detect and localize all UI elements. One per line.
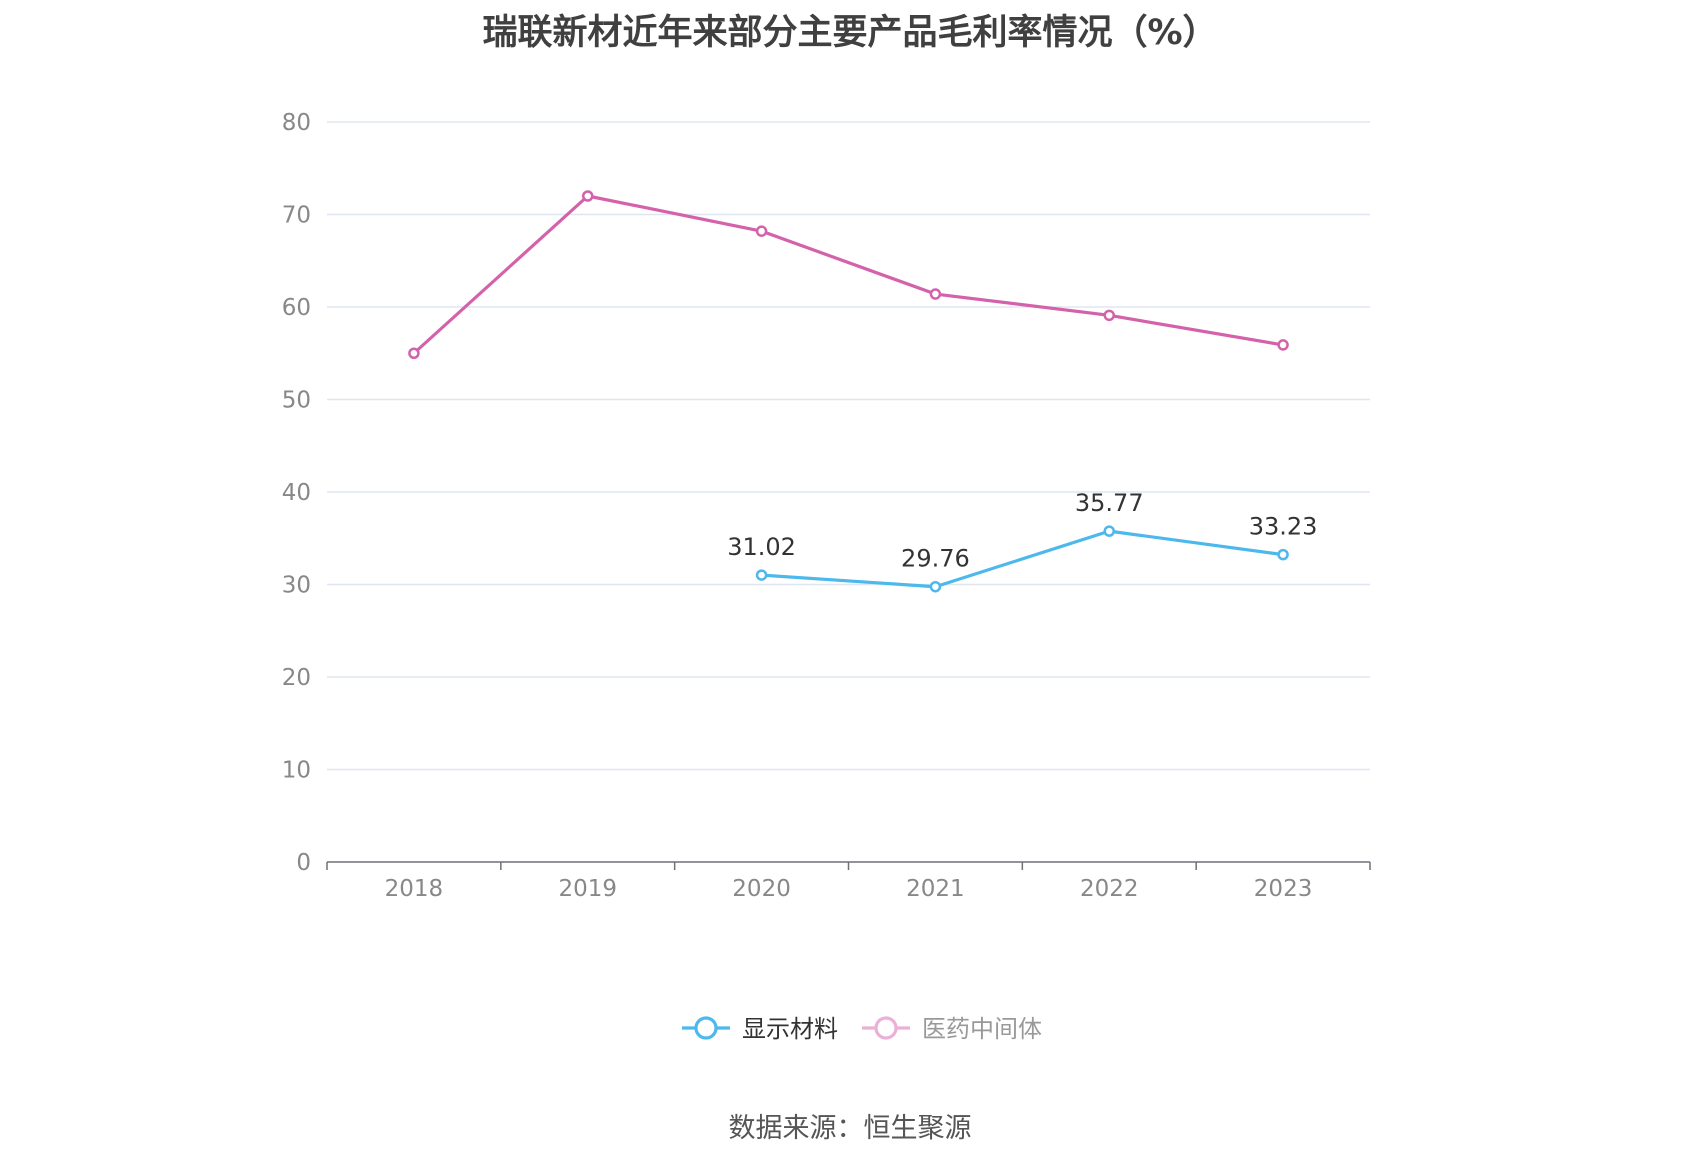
data-point — [1103, 525, 1115, 537]
grid-lines — [327, 121, 1370, 771]
data-point — [755, 225, 768, 237]
data-label: 35.77 — [1075, 489, 1144, 517]
y-tick-label: 80 — [282, 110, 311, 136]
legend-marker — [874, 1016, 898, 1040]
data-point — [755, 569, 768, 581]
y-axis: 0 10 20 30 40 50 60 70 80 — [282, 110, 311, 876]
y-tick-label: 50 — [282, 388, 311, 414]
data-label: 31.02 — [727, 533, 796, 561]
series-line — [761, 529, 1284, 589]
x-tick-label: 2023 — [1254, 876, 1313, 902]
x-tick-label: 2022 — [1080, 876, 1139, 902]
series-2 — [408, 190, 1289, 359]
y-tick-label: 70 — [282, 203, 311, 229]
data-label: 33.23 — [1249, 513, 1318, 541]
series-group: 31.02 29.76 35.77 33.23 — [408, 190, 1318, 593]
y-tick-label: 40 — [282, 480, 311, 506]
y-tick-label: 0 — [296, 850, 311, 876]
legend: 显示材料 医药中间体 — [682, 1015, 1042, 1043]
x-axis: 2018 2019 2020 2021 2022 2023 — [326, 861, 1371, 902]
y-tick-label: 60 — [282, 295, 311, 321]
data-point — [1277, 548, 1289, 561]
x-tick-label: 2021 — [906, 876, 965, 902]
x-tick-label: 2018 — [385, 876, 444, 902]
legend-label: 医药中间体 — [922, 1015, 1042, 1043]
data-point — [929, 288, 942, 300]
data-point — [1277, 339, 1289, 351]
series-line — [412, 194, 1284, 355]
data-point — [929, 580, 942, 593]
y-tick-label: 10 — [282, 758, 311, 784]
y-tick-label: 20 — [282, 665, 311, 691]
legend-label: 显示材料 — [742, 1015, 838, 1043]
data-point — [582, 190, 594, 202]
y-tick-label: 30 — [282, 573, 311, 599]
data-point — [408, 347, 420, 359]
data-source-note: 数据来源：恒生聚源 — [728, 1113, 972, 1144]
chart-title: 瑞联新材近年来部分主要产品毛利率情况（%） — [482, 13, 1218, 53]
x-tick-label: 2020 — [732, 876, 791, 902]
series-1: 31.02 29.76 35.77 33.23 — [727, 489, 1318, 593]
legend-marker — [694, 1016, 718, 1040]
data-label: 29.76 — [901, 545, 970, 573]
legend-item-2: 医药中间体 — [862, 1015, 1042, 1043]
legend-item-1: 显示材料 — [682, 1015, 838, 1043]
x-tick-label: 2019 — [558, 876, 617, 902]
data-point — [1103, 309, 1115, 322]
